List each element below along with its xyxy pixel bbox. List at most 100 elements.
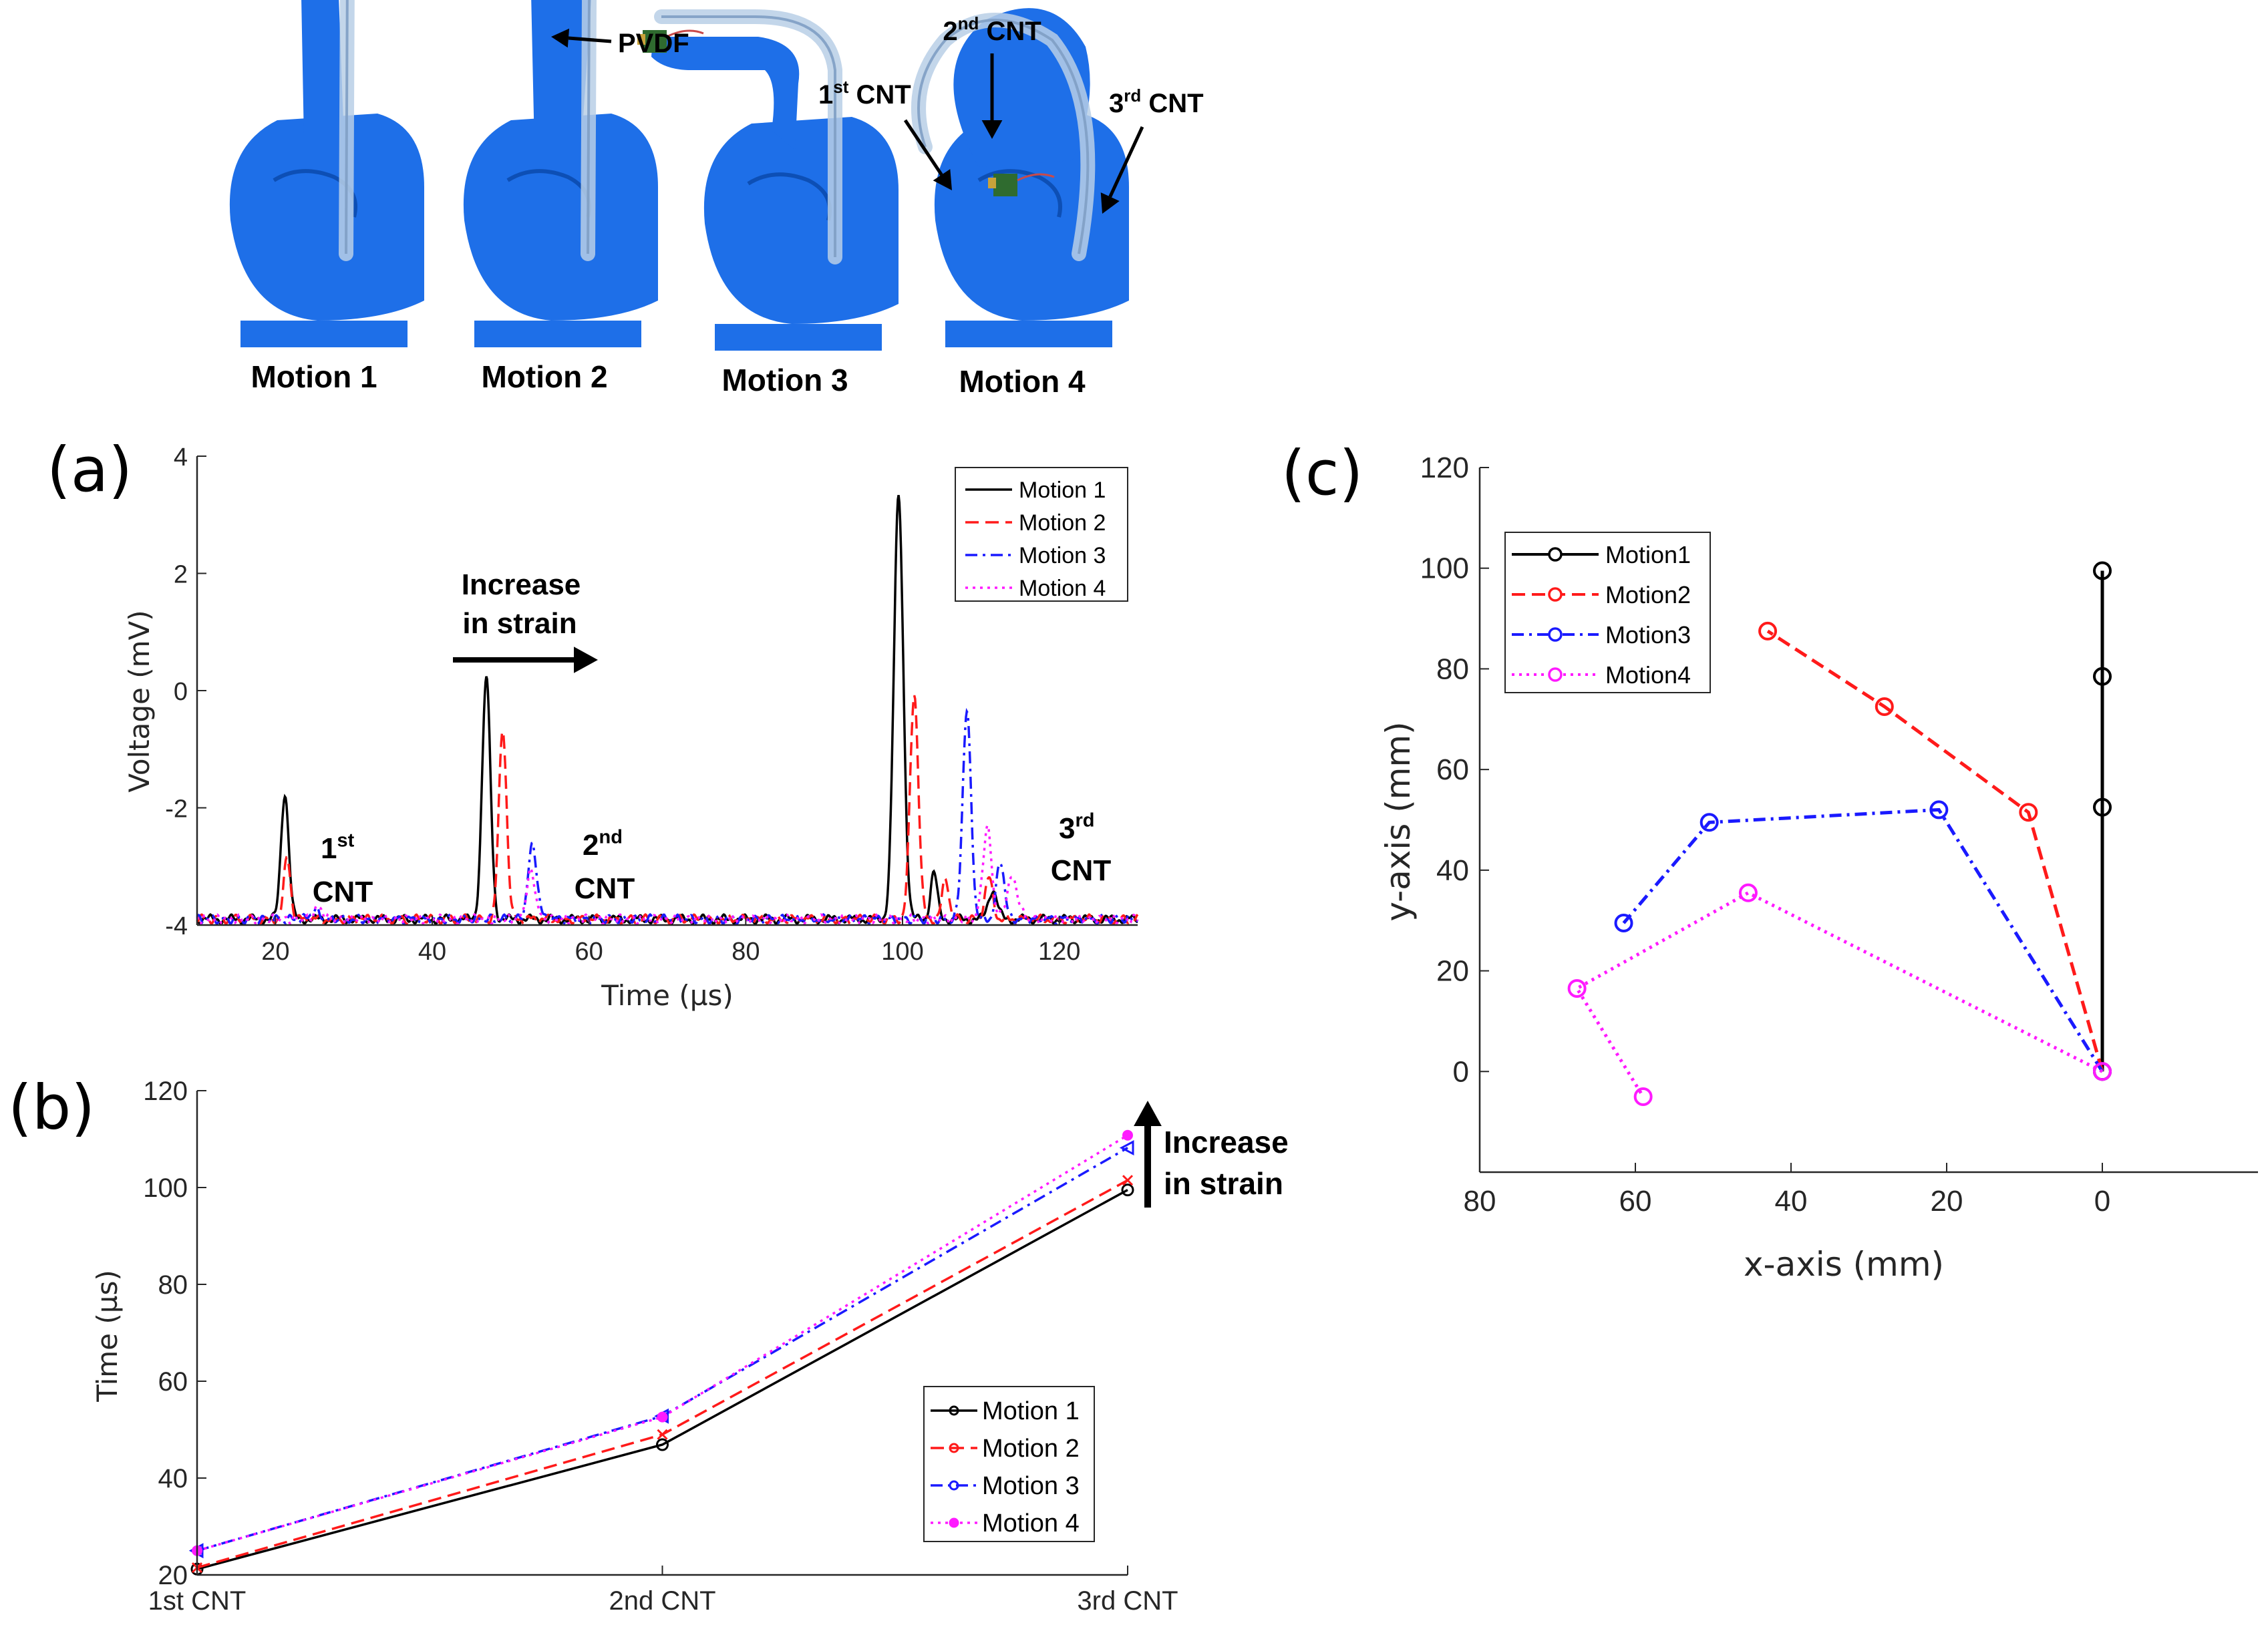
y-tick-label: 40 — [158, 1464, 188, 1493]
cnt2-arrow-head — [981, 120, 1003, 139]
y-axis-title: y-axis (mm) — [1379, 721, 1418, 921]
series-line-3 — [1622, 807, 2104, 1073]
legend-marker — [949, 1517, 959, 1528]
y-tick-label: 20 — [1436, 955, 1469, 988]
marker-circle — [2093, 561, 2112, 580]
circuit-board — [643, 30, 667, 53]
series-line-3 — [196, 707, 1139, 926]
y-tick-label: 60 — [158, 1367, 188, 1397]
legend-marker — [949, 1443, 959, 1453]
hand-photo-4 — [911, 8, 1129, 347]
cnt-label-1: 1st CNT — [818, 77, 911, 110]
legend-marker — [1548, 587, 1563, 602]
legend-label: Motion 3 — [1019, 543, 1106, 568]
legend-label: Motion 4 — [1019, 576, 1106, 601]
series-line-2 — [1766, 629, 2104, 1072]
connector — [988, 178, 996, 188]
legend-label: Motion3 — [1605, 621, 1691, 649]
sensor-strip-edge — [917, 19, 1090, 254]
y-tick-label: 4 — [174, 443, 188, 472]
y-axis-title: Voltage (mV) — [123, 610, 156, 792]
pvdf-arrow-head — [551, 28, 570, 48]
panel-label-b: (b) — [8, 1072, 95, 1143]
legend-label: Motion 1 — [982, 1397, 1080, 1425]
hand-photo-1 — [229, 0, 424, 347]
glove-palm — [229, 114, 424, 321]
cnt-label-3: 3rd CNT — [1109, 85, 1204, 118]
x-tick-label: 20 — [261, 938, 289, 966]
x-tick-label: 120 — [1038, 938, 1080, 966]
series-line-4 — [1575, 890, 2104, 1098]
cnt1-arrow-shaft — [903, 119, 943, 176]
glove-palm — [703, 117, 899, 324]
legend-box — [1504, 532, 1711, 693]
motion-label-2: Motion 2 — [481, 359, 607, 394]
legend-label: Motion2 — [1605, 581, 1691, 608]
glove-finger — [301, 0, 344, 140]
marker-circle — [1633, 1087, 1653, 1106]
strain-annotation-b-line1: Increase — [1164, 1125, 1289, 1159]
marker-circle — [2093, 1062, 2112, 1081]
marker-circle — [2093, 797, 2112, 817]
x-tick-label: 80 — [732, 938, 760, 966]
x-tick-label: 20 — [1931, 1185, 1963, 1218]
legend-marker — [1548, 667, 1563, 682]
x-axis-title: x-axis (mm) — [1744, 1245, 1944, 1284]
strain-annotation-b-line2: in strain — [1164, 1166, 1283, 1201]
legend-marker — [1548, 547, 1563, 562]
legend-label: Motion 1 — [1019, 478, 1106, 503]
marker-circle — [1738, 883, 1758, 902]
marker-circle — [1121, 1184, 1134, 1197]
marker-x — [1122, 1175, 1134, 1186]
cnt1-annotation: 1st — [321, 830, 355, 865]
chart-b: 1st CNT 2nd CNT 3rd CNT 20 40 60 80 100 120 Time … — [91, 1077, 1178, 1616]
y-axis-title: Time (µs) — [91, 1270, 124, 1403]
marker-x — [657, 1429, 668, 1440]
x-tick-label: 40 — [418, 938, 446, 966]
x-tick-label: 40 — [1775, 1185, 1808, 1218]
hand-photo-3 — [637, 9, 899, 351]
panel-label-a: (a) — [47, 434, 132, 506]
strain-arrow-b-head — [1134, 1101, 1162, 1126]
legend-label: Motion 4 — [982, 1509, 1080, 1537]
cnt2-annotation-word: CNT — [575, 872, 635, 905]
y-tick-label: 40 — [1436, 854, 1469, 887]
connector — [637, 34, 645, 45]
cnt3-annotation: 3rd — [1059, 809, 1094, 845]
sensor-strip-edge — [345, 0, 349, 254]
marker-circle — [1875, 697, 1894, 716]
legend-marker — [1548, 627, 1563, 642]
pvdf-arrow-shaft — [568, 36, 612, 43]
marker-circle — [1699, 813, 1719, 832]
x-axis-title: Time (µs) — [601, 979, 734, 1012]
y-tick-label: -4 — [165, 912, 188, 940]
marker-circle — [656, 1438, 669, 1451]
legend-box — [923, 1386, 1095, 1542]
legend-label: Motion 3 — [982, 1472, 1080, 1500]
strain-arrow-a-head — [574, 647, 598, 673]
cnt3-arrow-shaft — [1108, 126, 1144, 198]
chart-c: 80 60 40 20 0 0 20 40 60 80 100 120 x-axis (mm) y-axi… — [1379, 451, 2258, 1284]
y-tick-label: 2 — [174, 561, 188, 589]
wire — [1017, 173, 1055, 182]
marker-circle — [2093, 667, 2112, 686]
y-tick-label: 0 — [1453, 1055, 1469, 1088]
motion-label-3: Motion 3 — [721, 363, 848, 397]
cnt3-annotation-word: CNT — [1051, 854, 1112, 887]
glove-wrist — [715, 324, 882, 351]
legend-b: Motion 1 Motion 2 Motion 3 Motion 4 — [923, 1386, 1095, 1542]
chart-a: 20 40 60 80 100 120 -4 -2 0 2 4 Time (µs) Voltage (m… — [123, 443, 1139, 1012]
marker-dot — [1122, 1129, 1133, 1141]
pvdf-label: PVDF — [618, 29, 689, 58]
cnt2-annotation: 2nd — [583, 826, 623, 862]
marker-circle — [1929, 800, 1949, 820]
glove-wrist — [474, 321, 641, 347]
y-tick-label: 100 — [1420, 552, 1469, 585]
x-tick-label: 2nd CNT — [609, 1586, 715, 1616]
x-tick-label: 60 — [1619, 1185, 1652, 1218]
y-tick-label: 120 — [143, 1077, 188, 1106]
y-tick-label: -2 — [165, 795, 188, 824]
y-tick-label: 20 — [158, 1561, 188, 1590]
y-tick-label: 0 — [174, 678, 188, 706]
